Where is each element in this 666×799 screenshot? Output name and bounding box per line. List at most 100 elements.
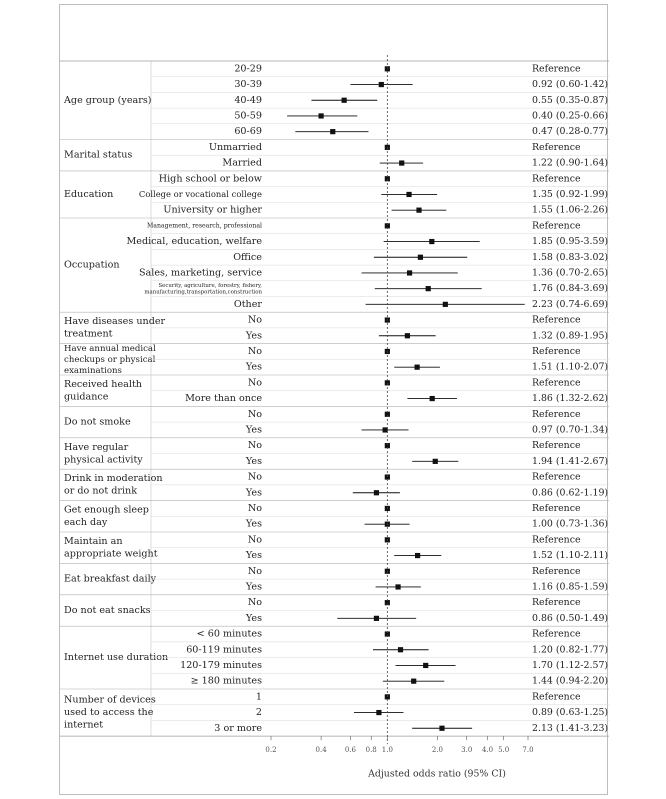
estimate-text: 1.85 (0.95-3.59) <box>532 236 608 247</box>
x-tick-label: 1.0 <box>382 746 393 754</box>
group-label: Have annual medical <box>64 344 156 354</box>
estimate-marker <box>341 97 347 103</box>
estimate-text: Reference <box>532 503 581 514</box>
row-label: College or vocational college <box>139 189 262 199</box>
estimate-marker <box>384 223 390 229</box>
row-label: Unmarried <box>209 142 262 153</box>
row-label: No <box>248 503 262 514</box>
estimate-text: 1.20 (0.82-1.77) <box>532 644 608 655</box>
estimate-text: 1.32 (0.89-1.95) <box>532 330 608 341</box>
x-tick-label: 0.8 <box>366 746 377 754</box>
row-label: 120-179 minutes <box>180 660 262 671</box>
row-label: Yes <box>245 456 262 467</box>
estimate-marker <box>384 380 390 386</box>
group-label: Have regular <box>64 442 129 453</box>
group-label: Maintain an <box>64 536 123 547</box>
estimate-text: 1.00 (0.73-1.36) <box>532 519 608 530</box>
estimate-marker <box>425 286 431 292</box>
group-label: examinations <box>64 366 122 376</box>
estimate-text: 1.16 (0.85-1.59) <box>532 581 608 592</box>
estimate-marker <box>373 615 380 621</box>
estimate-text: 1.58 (0.83-3.02) <box>532 252 608 263</box>
forest-plot: Age group (years) 20-29 Reference 30-39 0.92… <box>60 55 609 780</box>
group-label: appropriate weight <box>64 548 158 559</box>
row-label: 1 <box>256 691 262 702</box>
group-label: Have diseases under <box>64 316 166 327</box>
group-label: Drink in moderation <box>64 473 163 484</box>
estimate-text: 1.70 (1.12-2.57) <box>532 660 608 671</box>
row-label: Yes <box>245 519 262 530</box>
estimate-marker <box>414 364 420 370</box>
x-tick-label: 2.0 <box>432 746 443 754</box>
group-label: Do not smoke <box>64 417 131 428</box>
estimate-text: 1.44 (0.94-2.20) <box>532 676 608 687</box>
estimate-text: Reference <box>532 346 581 357</box>
group-label: checkups or physical <box>64 355 156 365</box>
estimate-marker <box>384 176 390 182</box>
row-label: 30-39 <box>234 79 262 90</box>
estimate-marker <box>384 631 390 637</box>
estimate-marker <box>330 129 336 135</box>
estimate-text: 2.23 (0.74-6.69) <box>532 299 608 310</box>
estimate-text: Reference <box>532 629 581 640</box>
row-label: Yes <box>245 487 262 498</box>
row-label: manufacturing,transportation,constructio… <box>144 289 262 295</box>
row-label: Security, agriculture, forestry, fishery… <box>158 283 262 289</box>
x-axis-title: Adjusted odds ratio (95% CI) <box>367 769 506 780</box>
group-label: used to access the <box>64 707 154 718</box>
row-label: 40-49 <box>234 95 262 106</box>
estimate-marker <box>397 647 404 653</box>
row-label: Medical, education, welfare <box>126 236 262 247</box>
estimate-text: 2.13 (1.41-3.23) <box>532 723 608 734</box>
estimate-text: Reference <box>532 691 581 702</box>
group-label: guidance <box>64 391 109 402</box>
estimate-marker <box>376 709 382 716</box>
estimate-marker <box>384 411 390 417</box>
estimate-text: Reference <box>532 534 581 545</box>
estimate-text: 1.52 (1.10-2.11) <box>532 550 608 561</box>
row-label: More than once <box>185 393 262 404</box>
group-label: Get enough sleep <box>64 505 149 516</box>
x-tick-label: 0.2 <box>265 746 276 754</box>
row-label: ≥ 180 minutes <box>191 676 263 687</box>
x-tick-label: 5.0 <box>498 746 509 754</box>
group-label: Marital status <box>64 150 132 161</box>
estimate-marker <box>395 584 401 590</box>
row-label: No <box>248 440 262 451</box>
estimate-text: 0.89 (0.63-1.25) <box>532 707 608 718</box>
estimate-marker <box>442 301 448 307</box>
estimate-marker <box>382 427 388 433</box>
group-label: or do not drink <box>64 486 137 497</box>
estimate-text: 0.47 (0.28-0.77) <box>532 126 608 137</box>
group-label: Do not eat snacks <box>64 605 151 616</box>
estimate-marker <box>406 191 412 198</box>
estimate-text: 1.86 (1.32-2.62) <box>532 393 608 404</box>
row-label: Yes <box>245 362 262 373</box>
group-label: Age group (years) <box>63 95 151 106</box>
estimate-text: 1.51 (1.10-2.07) <box>532 362 608 373</box>
group-label: Occupation <box>64 260 120 271</box>
estimate-text: 0.55 (0.35-0.87) <box>532 95 608 106</box>
x-tick-label: 4.0 <box>482 746 493 754</box>
figure-page: Age group (years) 20-29 Reference 30-39 0.92… <box>59 4 609 795</box>
row-label: Married <box>222 158 262 169</box>
row-label: No <box>248 566 262 577</box>
row-label: High school or below <box>159 173 263 184</box>
x-tick-label: 7.0 <box>522 746 533 754</box>
group-label: Received health <box>64 379 142 390</box>
group-label: treatment <box>64 329 113 340</box>
estimate-text: Reference <box>532 63 581 74</box>
estimate-marker <box>384 443 390 449</box>
group-label: physical activity <box>64 454 143 465</box>
x-tick-label: 0.6 <box>345 746 357 754</box>
estimate-marker <box>417 254 424 260</box>
group-label: Education <box>64 189 113 200</box>
estimate-text: 0.92 (0.60-1.42) <box>532 79 608 90</box>
estimate-text: Reference <box>532 315 581 326</box>
estimate-marker <box>432 458 438 464</box>
estimate-text: Reference <box>532 597 581 608</box>
estimate-marker <box>384 474 390 480</box>
estimate-text: 1.36 (0.70-2.65) <box>532 267 608 278</box>
estimate-text: Reference <box>532 142 581 153</box>
row-label: 60-119 minutes <box>186 644 262 655</box>
